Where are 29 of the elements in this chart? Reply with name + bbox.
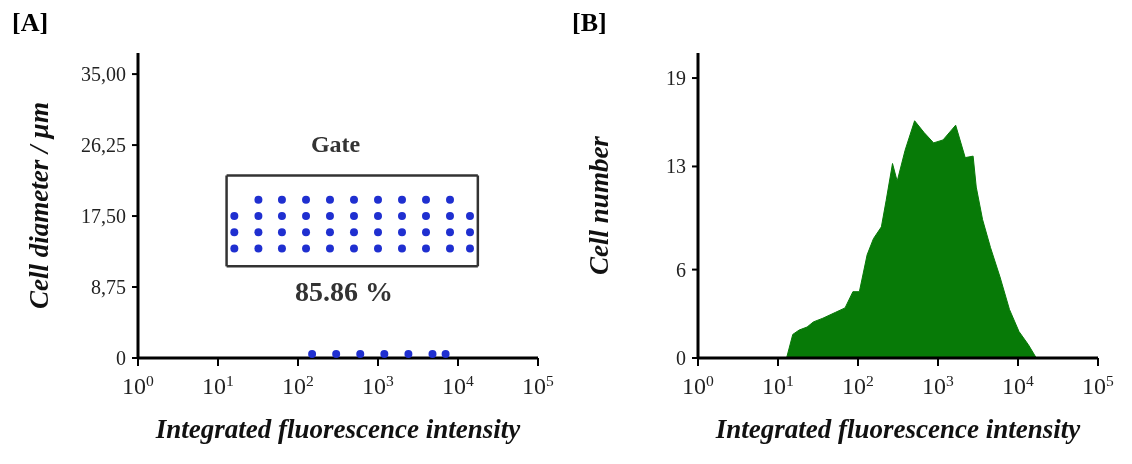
x-tick-label: 10$^{4}$ <box>442 371 475 399</box>
annotation: Gate <box>310 130 361 158</box>
x-tick-label: 10$^{2}$ <box>842 371 874 399</box>
x-tick-label: 10$^{5}$ <box>1082 371 1115 399</box>
x-tick-label: 10$^{2}$ <box>282 371 314 399</box>
y-tick-label: 13 <box>666 155 686 178</box>
x-tick-label: 10$^{4}$ <box>1002 371 1035 399</box>
x-axis-title: Integrated fluorescence intensity <box>154 414 522 444</box>
y-tick-label: 0 <box>116 347 126 369</box>
y-tick-label: 17,50 <box>81 205 126 228</box>
x-tick-label: 10$^{5}$ <box>522 371 555 399</box>
x-tick-label: 10$^{0}$ <box>682 371 715 399</box>
y-axis-title: Cell number <box>583 135 614 275</box>
x-tick-label: 10$^{1}$ <box>762 371 794 399</box>
y-tick-label: 0 <box>676 347 686 369</box>
x-tick-label: 10$^{3}$ <box>362 371 395 399</box>
x-tick-label: 10$^{3}$ <box>922 371 955 399</box>
y-tick-label: 8,75 <box>91 276 126 299</box>
annotation: 85.86 % <box>295 275 393 308</box>
y-tick-label: 26,25 <box>81 134 126 157</box>
x-tick-label: 10$^{0}$ <box>122 371 155 399</box>
x-axis-title: Integrated fluorescence intensity <box>714 414 1082 444</box>
y-tick-label: 19 <box>666 67 686 90</box>
x-tick-label: 10$^{1}$ <box>202 371 234 399</box>
y-tick-label: 35,00 <box>81 63 126 86</box>
y-axis-title: Cell diameter / µm <box>23 102 54 309</box>
y-tick-label: 6 <box>676 258 686 281</box>
chart-title: [A] <box>12 8 49 38</box>
chart-title: [B] <box>572 8 607 38</box>
